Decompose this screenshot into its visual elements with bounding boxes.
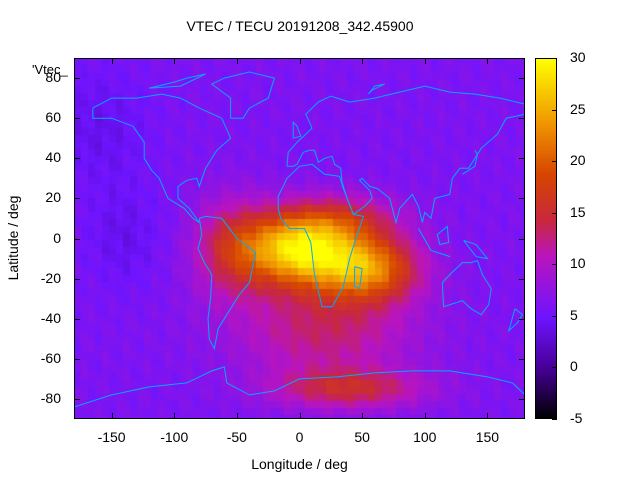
y-tick-label: 20 [45, 189, 61, 206]
colorbar [535, 58, 557, 419]
x-tick-label: 50 [354, 429, 370, 445]
x-tick-mark [424, 58, 426, 64]
y-tick-label: -80 [40, 389, 61, 406]
coastline-9 [436, 225, 450, 246]
coastline-14 [74, 366, 525, 408]
y-tick-label: 80 [45, 69, 61, 86]
coastline-overlay [74, 71, 525, 408]
y-tick-mark [74, 278, 80, 280]
coastline-16 [368, 83, 385, 95]
y-tick-label: 0 [53, 229, 61, 246]
colorbar-tick-label: 5 [570, 306, 578, 323]
coastline-11 [507, 308, 524, 333]
y-tick-label: 40 [45, 149, 61, 166]
coastline-1 [277, 163, 365, 308]
coastline-5 [286, 85, 525, 167]
y-tick-label: -20 [40, 269, 61, 286]
x-tick-mark [487, 58, 489, 64]
y-tick-label: 60 [45, 109, 61, 126]
y-tick-mark [74, 238, 80, 240]
y-tick-mark [74, 398, 80, 400]
colorbar-frame [535, 58, 557, 419]
x-tick-mark [111, 58, 113, 64]
series-key-label: 'Vtec_ [32, 62, 68, 77]
x-tick-label: 100 [413, 429, 437, 445]
x-tick-mark [362, 58, 364, 64]
x-tick-mark [111, 413, 113, 419]
y-tick-mark [519, 78, 525, 80]
colorbar-tick-mark [552, 367, 557, 369]
coastline-7 [441, 259, 492, 316]
x-tick-mark [424, 413, 426, 419]
y-tick-mark [519, 358, 525, 360]
y-tick-mark [74, 358, 80, 360]
coastline-4 [210, 71, 276, 119]
chart-title: VTEC / TECU 20191208_342.45900 [186, 18, 414, 34]
coastline-13 [292, 120, 302, 139]
colorbar-tick-label: 30 [570, 49, 586, 65]
y-tick-mark [519, 158, 525, 160]
coastline-0 [197, 215, 257, 351]
colorbar-tick-mark [552, 109, 557, 111]
plot-frame [74, 58, 525, 419]
x-tick-label: 150 [475, 429, 500, 445]
x-tick-mark [299, 413, 301, 419]
colorbar-tick-label: 20 [570, 152, 586, 169]
y-tick-mark [519, 318, 525, 320]
coastline-8 [418, 228, 450, 258]
coastline-3 [92, 93, 232, 223]
y-tick-mark [74, 118, 80, 120]
y-tick-mark [74, 78, 80, 80]
colorbar-tick-mark [552, 315, 557, 317]
x-tick-mark [174, 413, 176, 419]
colorbar-tick-label: 25 [570, 100, 586, 117]
y-tick-mark [74, 198, 80, 200]
y-tick-mark [74, 158, 80, 160]
x-tick-label: -50 [226, 429, 247, 445]
y-tick-mark [519, 278, 525, 280]
colorbar-tick-mark [552, 161, 557, 163]
y-tick-mark [519, 198, 525, 200]
colorbar-tick-label: 10 [570, 255, 586, 272]
coastline-15 [149, 73, 206, 89]
x-tick-mark [487, 413, 489, 419]
map-plot-area [74, 58, 525, 419]
x-tick-label: -150 [97, 429, 126, 445]
x-tick-label: -100 [160, 429, 189, 445]
y-tick-label: -60 [40, 349, 61, 366]
coastline-10 [463, 240, 489, 260]
colorbar-gradient [535, 58, 557, 419]
colorbar-tick-mark [552, 419, 557, 420]
x-tick-mark [299, 58, 301, 64]
vtec-heatmap [74, 58, 525, 419]
y-tick-mark [519, 238, 525, 240]
y-tick-mark [519, 118, 525, 120]
colorbar-tick-mark [552, 212, 557, 214]
colorbar-tick-mark [552, 58, 557, 59]
x-tick-label: 0 [295, 429, 304, 445]
coastline-6 [287, 113, 525, 225]
y-tick-mark [74, 318, 80, 320]
y-tick-label: -40 [40, 309, 61, 326]
x-tick-mark [362, 413, 364, 419]
x-axis-label: Longitude / deg [251, 456, 348, 472]
colorbar-tick-label: -5 [570, 410, 583, 426]
x-tick-mark [174, 58, 176, 64]
coastline-2 [354, 266, 363, 290]
colorbar-tick-label: 15 [570, 203, 586, 220]
coastline-12 [462, 150, 478, 175]
x-tick-mark [236, 413, 238, 419]
colorbar-tick-mark [552, 264, 557, 266]
y-axis-label: Latitude / deg [5, 195, 21, 281]
colorbar-tick-label: 0 [570, 358, 578, 375]
y-tick-mark [519, 398, 525, 400]
x-tick-mark [236, 58, 238, 64]
